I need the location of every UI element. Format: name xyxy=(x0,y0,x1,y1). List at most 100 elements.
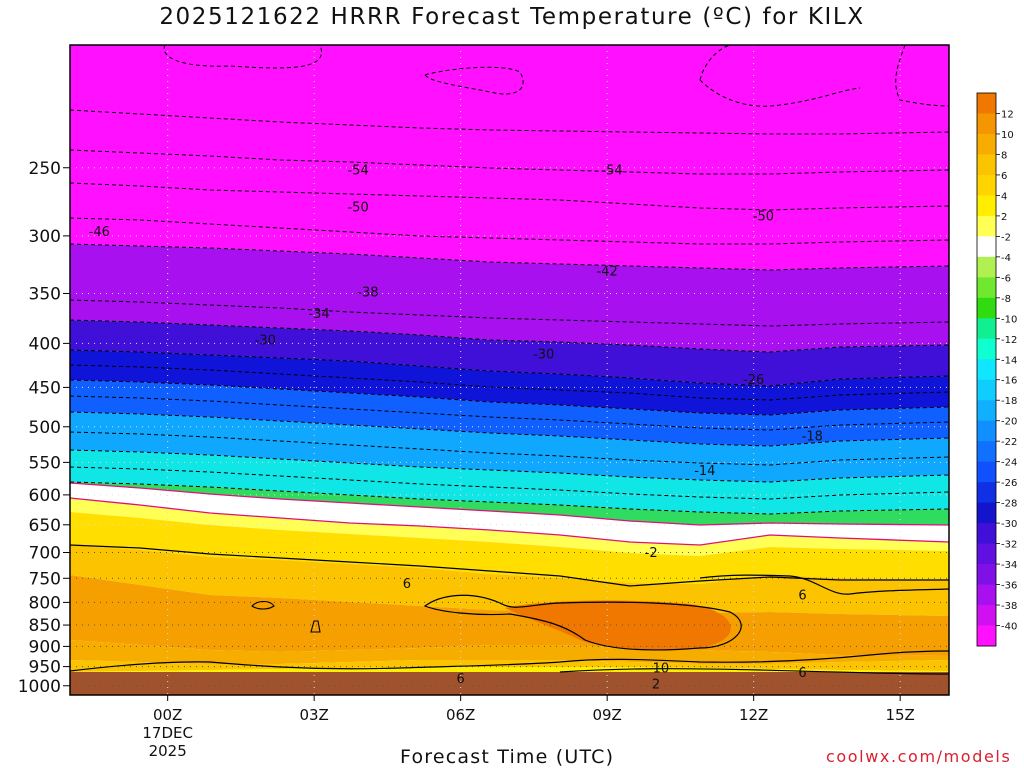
colorbar-frame xyxy=(976,92,997,647)
colorbar-swatch xyxy=(977,297,996,319)
contour-label: -30 xyxy=(255,334,276,349)
temperature-band xyxy=(70,545,949,616)
colorbar-swatch xyxy=(977,482,996,504)
temperature-band xyxy=(70,640,949,664)
temperature-band xyxy=(70,512,949,584)
x-axis-label: Forecast Time (UTC) xyxy=(400,746,615,768)
y-tick-label: 550 xyxy=(29,453,61,473)
negative-contour xyxy=(70,481,949,515)
plot-frame xyxy=(69,44,950,696)
colorbar-swatch xyxy=(977,215,996,237)
x-tick-label: 09Z xyxy=(592,706,621,724)
y-tick-label: 850 xyxy=(29,616,61,636)
y-tick-label: 900 xyxy=(29,637,61,657)
contour-label: -26 xyxy=(743,373,764,388)
contour-label: -46 xyxy=(89,225,110,240)
colorbar-swatch xyxy=(977,154,996,176)
negative-contour xyxy=(70,299,949,327)
colorbar-label: 2 xyxy=(1001,212,1007,223)
y-tick-label: 250 xyxy=(29,159,61,179)
colorbar-swatch xyxy=(977,400,996,422)
colorbar-swatch xyxy=(977,133,996,155)
colorbar-label: -30 xyxy=(1001,519,1017,530)
y-tick-label: 450 xyxy=(29,378,61,398)
positive-contour xyxy=(559,668,949,675)
contour-label: -30 xyxy=(533,347,554,362)
positive-contour xyxy=(699,574,949,595)
y-tick-label: 600 xyxy=(29,486,61,506)
colorbar-swatch xyxy=(977,338,996,360)
x-tick-label: 03Z xyxy=(299,706,328,724)
negative-contour xyxy=(70,109,949,135)
negative-contour xyxy=(70,182,949,211)
colorbar-swatch xyxy=(977,461,996,483)
y-tick-label: 1000 xyxy=(18,677,61,697)
negative-contour xyxy=(70,364,949,401)
contour-label: -42 xyxy=(597,264,618,279)
temperature-band xyxy=(70,660,949,672)
temperature-band xyxy=(70,575,949,656)
chart-title: 2025121622 HRRR Forecast Temperature (ºC… xyxy=(159,4,865,30)
contour-label: -14 xyxy=(694,464,715,479)
temperature-band xyxy=(70,483,949,545)
colorbar-swatch xyxy=(977,277,996,299)
negative-contour xyxy=(70,319,949,353)
negative-contour xyxy=(424,66,524,95)
contour-label: -34 xyxy=(308,307,329,322)
negative-contour xyxy=(70,149,949,175)
colorbar-swatch xyxy=(977,502,996,524)
grid-lines xyxy=(70,45,949,695)
colorbar-label: 12 xyxy=(1001,109,1014,120)
colorbar-label: -32 xyxy=(1001,540,1017,551)
colorbar-swatch xyxy=(977,93,996,114)
positive-contour xyxy=(251,600,275,610)
colorbar-swatch xyxy=(977,564,996,586)
contour-label: -38 xyxy=(357,285,378,300)
colorbar-label: -36 xyxy=(1001,581,1017,592)
colorbar-swatch xyxy=(977,584,996,606)
contour-label: -54 xyxy=(347,164,368,179)
credit-link[interactable]: coolwx.com/models xyxy=(826,747,1012,766)
x-tick-sublabel: 17DEC xyxy=(142,724,193,742)
contour-labels: -54 -54-50-50-46-42-38-34-30-30-26-18-14-… xyxy=(89,164,823,693)
negative-contour xyxy=(699,45,949,107)
colorbar-label: -22 xyxy=(1001,437,1017,448)
ground-fill xyxy=(70,672,949,695)
colorbar-label: 8 xyxy=(1001,150,1007,161)
y-tick-label: 750 xyxy=(29,569,61,589)
colorbar-swatch xyxy=(977,318,996,340)
negative-contour xyxy=(70,243,949,271)
colorbar-label: -4 xyxy=(1001,253,1011,264)
colorbar-label: 4 xyxy=(1001,191,1007,202)
temperature-bands xyxy=(70,45,949,695)
colorbar-swatch xyxy=(977,174,996,196)
x-tick-label: 06Z xyxy=(446,706,475,724)
temperature-band xyxy=(70,412,949,482)
negative-contour xyxy=(70,431,949,466)
contour-label: -2 xyxy=(645,546,658,561)
colorbar-swatch xyxy=(977,195,996,217)
y-tick-label: 800 xyxy=(29,593,61,613)
x-tick-label: 00Z xyxy=(153,706,182,724)
colorbar-label: -6 xyxy=(1001,273,1011,284)
positive-contour xyxy=(70,544,949,587)
colorbar-swatch xyxy=(977,420,996,442)
contour-label: 6 xyxy=(798,666,806,681)
negative-contour xyxy=(70,217,949,245)
contour-label: -50 xyxy=(753,210,774,225)
contour-label: 6 xyxy=(798,588,806,603)
colorbar-swatch xyxy=(977,359,996,381)
x-tick-label: 12Z xyxy=(739,706,768,724)
y-tick-label: 350 xyxy=(29,284,61,304)
negative-contour xyxy=(70,449,949,483)
colorbar-label: -40 xyxy=(1001,622,1017,633)
colorbar-label: -12 xyxy=(1001,335,1017,346)
y-tick-label: 650 xyxy=(29,516,61,536)
positive-contour xyxy=(70,650,949,672)
colorbar-label: -18 xyxy=(1001,396,1017,407)
x-tick-sublabel: 2025 xyxy=(149,742,187,760)
contour-label: 10 xyxy=(653,662,670,677)
y-tick-label: 400 xyxy=(29,334,61,354)
freezing-level-contour xyxy=(70,482,949,526)
freezing-level-contour xyxy=(70,497,949,546)
